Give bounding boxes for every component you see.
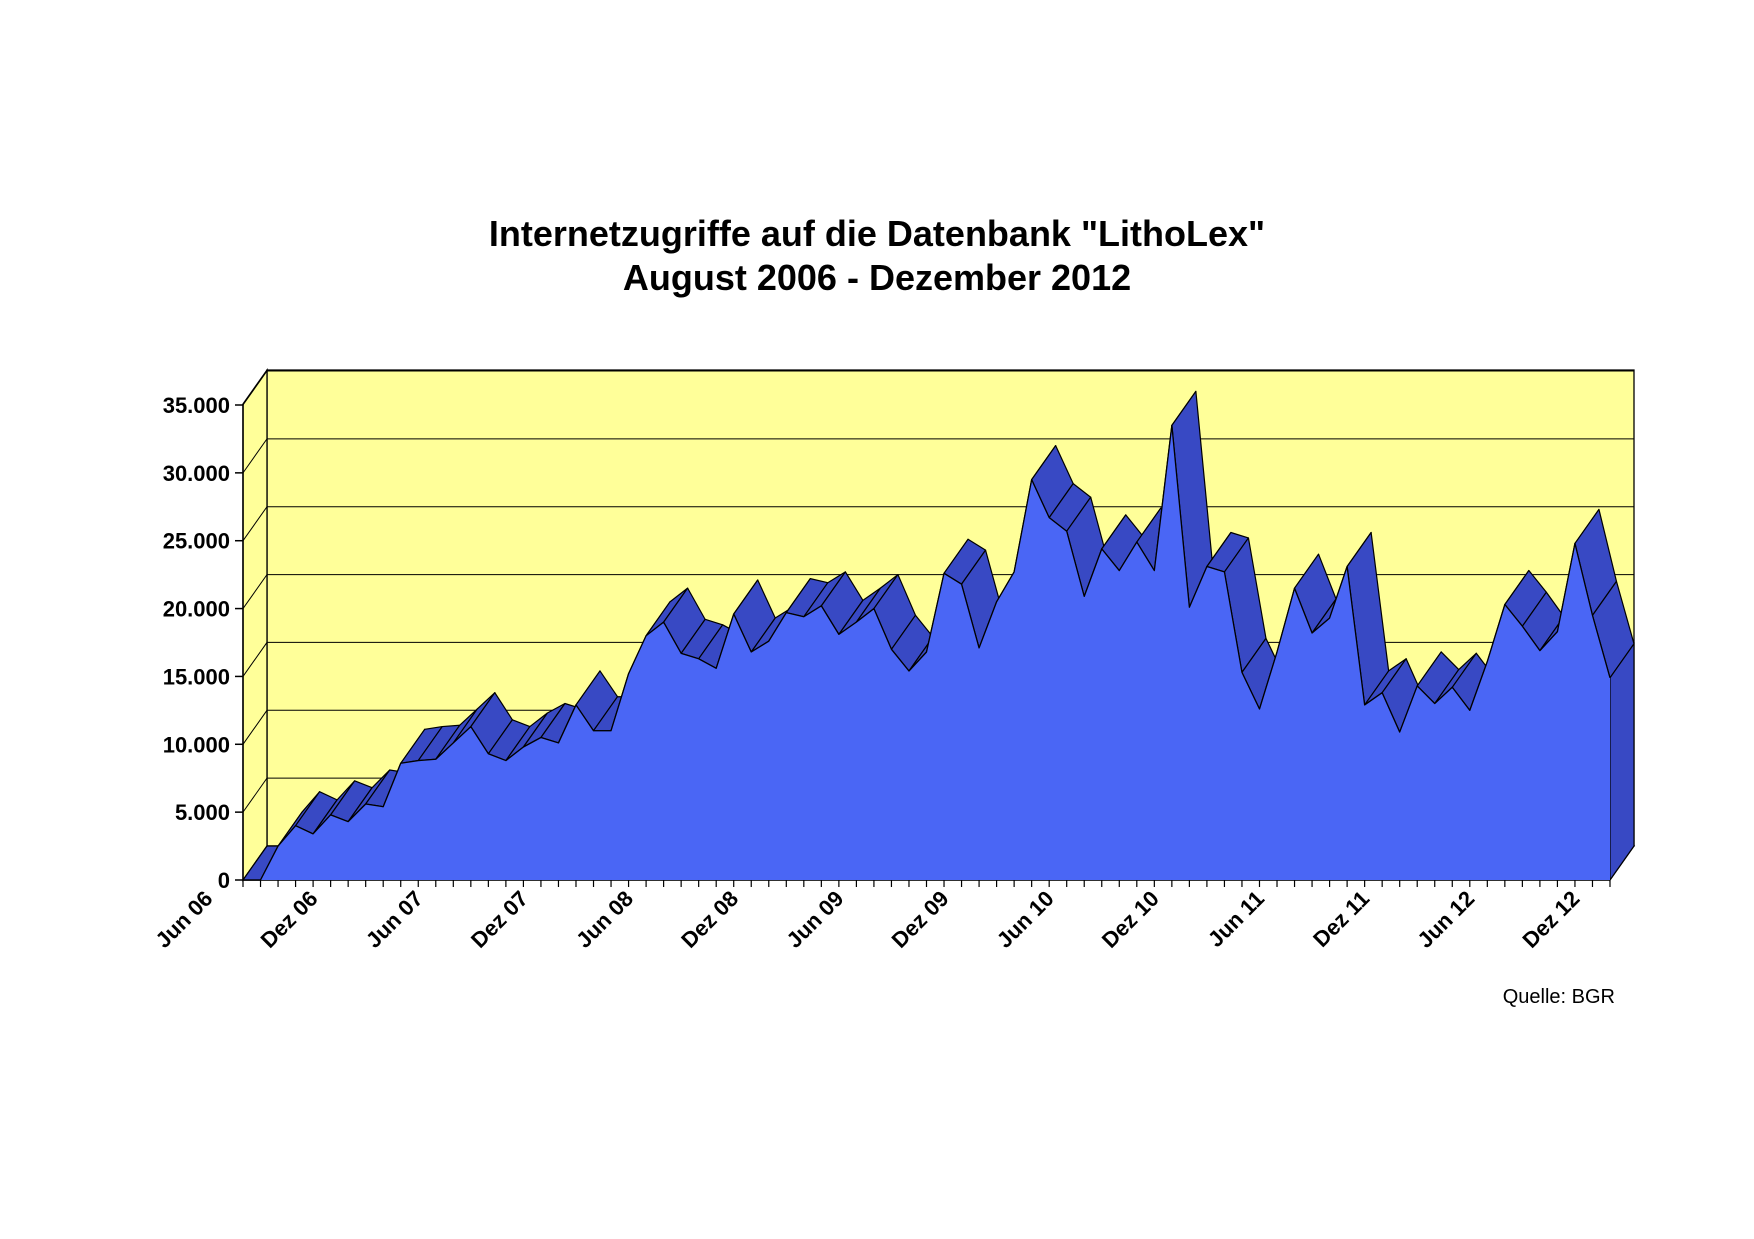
y-tick-label: 35.000 (163, 393, 230, 418)
x-tick-label: Dez 08 (676, 886, 743, 953)
x-tick-label: Dez 09 (887, 886, 954, 953)
y-tick-label: 10.000 (163, 732, 230, 757)
x-tick-label: Jun 11 (1203, 886, 1269, 952)
y-tick-label: 20.000 (163, 597, 230, 622)
x-tick-label: Jun 10 (992, 886, 1059, 953)
x-tick-label: Jun 12 (1412, 886, 1479, 953)
series-end-face (1609, 641, 1635, 882)
x-tick-label: Jun 09 (781, 886, 848, 953)
chart-subtitle: August 2006 - Dezember 2012 (622, 257, 1132, 298)
y-tick-label: 15.000 (163, 664, 230, 689)
y-tick-label: 30.000 (163, 461, 230, 486)
x-tick-label: Jun 07 (361, 886, 428, 953)
x-tick-label: Dez 11 (1308, 886, 1374, 952)
y-tick-label: 5.000 (175, 800, 230, 825)
series-line (243, 424, 1611, 881)
x-tick-label: Dez 12 (1518, 886, 1585, 953)
chart-side-wall (242, 367, 268, 883)
source-note: Quelle: BGR (1502, 986, 1615, 1008)
chart-title: Internetzugriffe auf die Datenbank "Lith… (488, 213, 1266, 254)
gridline (242, 370, 1634, 406)
x-tick-label: Dez 06 (256, 886, 323, 953)
x-tick-label: Dez 07 (466, 886, 533, 953)
x-tick-label: Jun 08 (571, 886, 638, 953)
chart-title-block: Internetzugriffe auf die Datenbank "Lith… (0, 212, 1754, 300)
x-tick-label: Jun 06 (151, 886, 218, 953)
x-tick-label: Dez 10 (1097, 886, 1164, 953)
chart-series-group (242, 390, 1635, 882)
y-tick-label: 0 (218, 868, 230, 893)
y-tick-label: 25.000 (163, 529, 230, 554)
